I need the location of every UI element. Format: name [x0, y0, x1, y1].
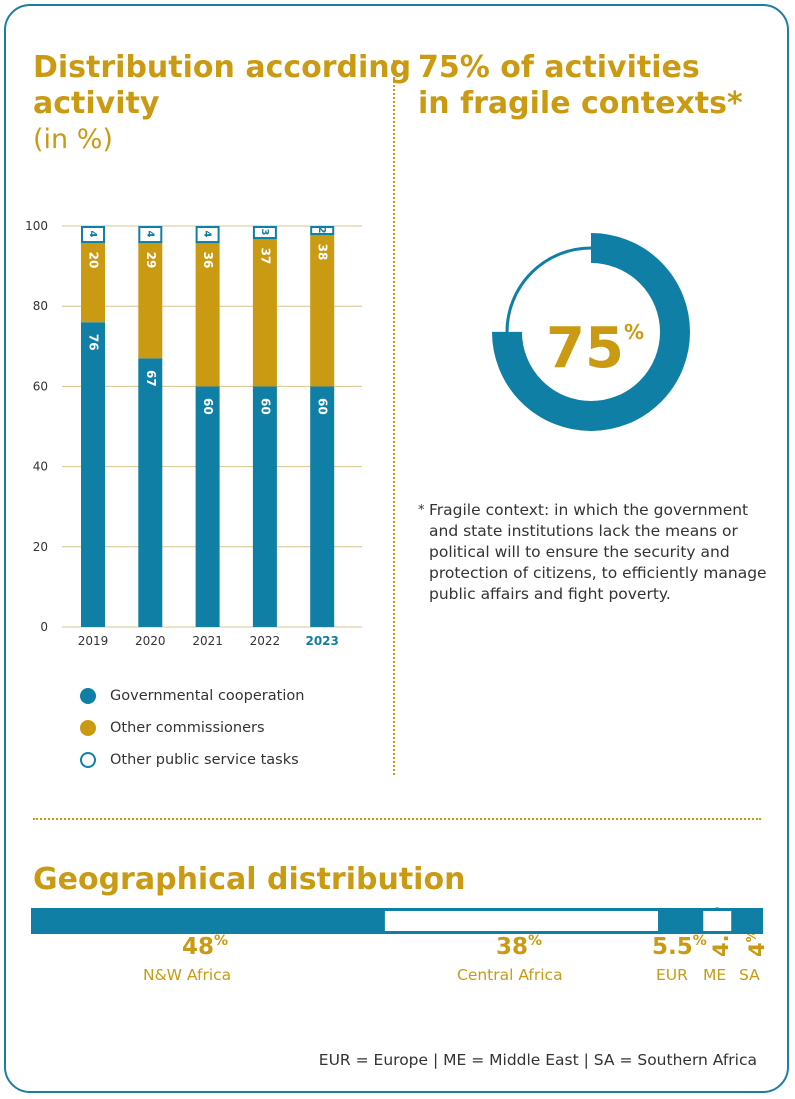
chart-unit: (in %)	[33, 124, 113, 155]
geo-segment	[381, 908, 662, 934]
bar-value-label: 76	[87, 334, 101, 351]
geo-label-eur: EUR	[656, 966, 688, 984]
footnote-text: Fragile context: in which the government…	[429, 501, 767, 603]
legend-swatch-governmental	[80, 688, 96, 704]
bar-segment	[138, 358, 163, 627]
x-tick-label: 2023	[305, 634, 338, 648]
geo-segment	[700, 908, 735, 934]
geo-segment	[660, 908, 701, 934]
x-tick-label: 2021	[192, 634, 223, 648]
legend-item: Governmental cooperation	[80, 680, 304, 712]
bar-segment	[252, 226, 277, 240]
legend-item: Other commissioners	[80, 712, 304, 744]
geo-label-me: ME	[703, 966, 727, 984]
bar-value-label: 36	[201, 252, 215, 269]
legend-swatch-commissioners	[80, 720, 96, 736]
fragile-footnote: * Fragile context: in which the governme…	[418, 500, 768, 605]
x-tick-label: 2020	[135, 634, 166, 648]
bar-segment	[310, 386, 335, 627]
bar-segment	[195, 386, 220, 627]
horizontal-divider	[33, 818, 761, 820]
y-tick-label: 100	[25, 219, 48, 233]
geo-legend-note: EUR = Europe | ME = Middle East | SA = S…	[318, 1051, 757, 1069]
legend-item: Other public service tasks	[80, 744, 304, 776]
geo-label-central-africa: Central Africa	[457, 966, 563, 984]
legend-label: Other commissioners	[110, 720, 265, 736]
chart-title-line2: activity	[33, 86, 160, 121]
activity-bar-chart: 0 20 40 60 80 100 76 20 4 2019 67 29 4 2020 60 36 4 2021 6…	[25, 219, 362, 648]
donut-center-unit: %	[623, 320, 644, 344]
fragile-title-line1: 75% of activities	[418, 50, 700, 85]
bar-value-label: 60	[316, 398, 330, 415]
y-tick-label: 20	[33, 540, 48, 554]
donut-value-arc	[492, 233, 690, 431]
geo-label-nw-africa: N&W Africa	[143, 966, 232, 984]
y-tick-label: 0	[40, 620, 48, 634]
y-tick-label: 60	[33, 379, 48, 393]
bar-value-label: 20	[87, 252, 101, 269]
bar-segment	[195, 226, 220, 244]
x-tick-label: 2019	[78, 634, 109, 648]
y-tick-label: 80	[33, 299, 48, 313]
bar-segment	[81, 242, 105, 323]
legend-swatch-public-service	[80, 752, 96, 768]
legend-label: Other public service tasks	[110, 752, 299, 768]
bar-segment	[310, 226, 335, 236]
chart-title-line1: Distribution according	[33, 50, 412, 85]
geo-pct-central-africa: 38%	[496, 933, 543, 960]
bar-segment	[81, 226, 105, 244]
vertical-divider	[393, 60, 395, 775]
fragile-title-line2: in fragile contexts*	[418, 86, 743, 121]
x-tick-label: 2022	[250, 634, 281, 648]
bar-value-label: 60	[258, 398, 272, 415]
bar-segment	[252, 386, 277, 627]
geo-pct-nw-africa: 48%	[182, 933, 229, 960]
footnote-marker: *	[418, 503, 425, 518]
geo-pct-eur: 5.5%	[652, 933, 707, 960]
bar-value-label: 2	[316, 227, 327, 234]
legend-label: Governmental cooperation	[110, 688, 305, 704]
bar-value-label: 29	[144, 252, 158, 269]
donut-center-number: 75	[546, 316, 624, 381]
bar-segment	[138, 242, 163, 359]
bar-value-label: 38	[316, 244, 330, 261]
bar-segment	[138, 226, 163, 244]
y-tick-label: 40	[33, 460, 48, 474]
geo-segment	[733, 908, 763, 934]
geo-title: Geographical distribution	[33, 862, 466, 897]
activity-legend: Governmental cooperation Other commissio…	[80, 680, 304, 776]
geo-distribution-bar	[31, 908, 763, 934]
card-frame	[4, 4, 789, 1093]
bar-value-label: 4	[87, 231, 98, 238]
geo-label-sa: SA	[739, 966, 760, 984]
bar-segment	[252, 238, 277, 387]
donut-center-value: 75%	[520, 300, 670, 381]
bar-segment	[195, 242, 220, 387]
bar-value-label: 67	[144, 370, 158, 387]
bar-value-label: 4	[202, 231, 213, 238]
bar-segment	[310, 234, 335, 387]
geo-segment	[31, 908, 383, 934]
fragile-donut-chart	[492, 233, 690, 431]
bar-value-label: 37	[258, 248, 272, 265]
bar-value-label: 3	[259, 229, 270, 236]
bar-value-label: 60	[201, 398, 215, 415]
bar-value-label: 4	[144, 231, 155, 238]
bar-segment	[81, 322, 105, 627]
